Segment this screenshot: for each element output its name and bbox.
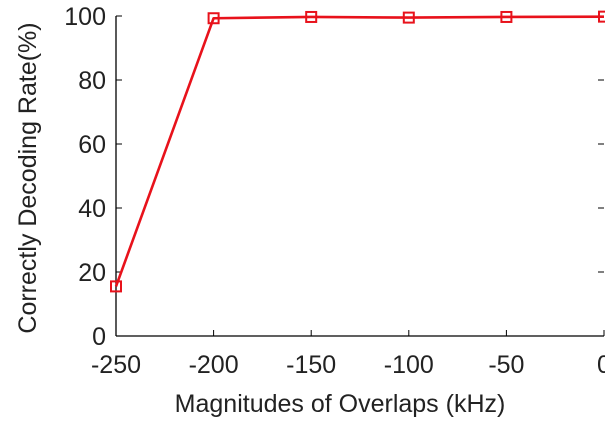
series-line [114, 15, 605, 287]
data-point [500, 10, 513, 23]
data-point [402, 11, 415, 24]
y-axis-title: Correctly Decoding Rate(%) [14, 22, 42, 333]
y-tick-label: 100 [64, 3, 106, 31]
x-tick-label: -100 [384, 351, 434, 379]
chart-ticks: 0 20 40 60 80 100 -250 -200 -150 -100 -50 0 [64, 3, 605, 379]
y-tick-label: 60 [78, 131, 106, 159]
chart-axes [115, 16, 604, 337]
x-axis-title: Magnitudes of Overlaps (kHz) [175, 390, 506, 418]
data-point [110, 280, 122, 293]
y-tick-label: 40 [78, 195, 106, 223]
y-tick-label: 80 [78, 67, 106, 95]
data-point [598, 10, 605, 23]
x-tick-label: -200 [189, 351, 239, 379]
chart-series [110, 10, 605, 293]
x-tick-label: 0 [597, 351, 605, 379]
y-tick-label: 20 [78, 259, 106, 287]
data-point [207, 12, 220, 25]
x-tick-label: -50 [488, 351, 524, 379]
data-point [305, 10, 318, 23]
x-tick-label: -250 [91, 351, 141, 379]
y-tick-label: 0 [92, 323, 106, 351]
x-tick-label: -150 [286, 351, 336, 379]
